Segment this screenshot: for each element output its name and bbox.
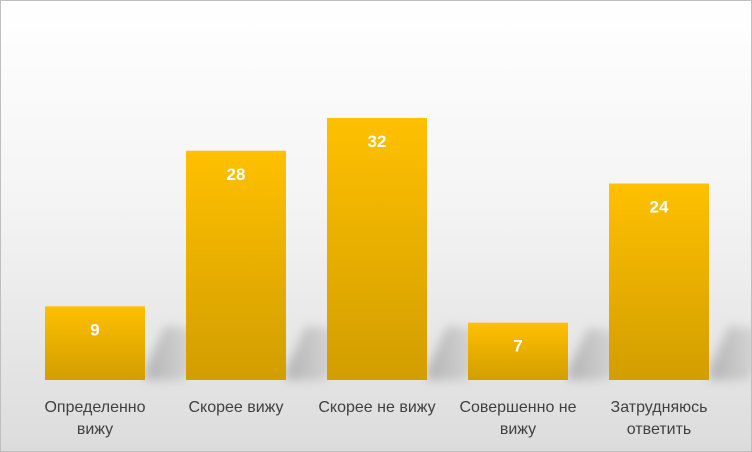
bar — [327, 118, 427, 380]
bar — [609, 183, 709, 380]
category-label: Скорее вижу — [188, 399, 283, 416]
bar — [186, 150, 286, 380]
bar — [468, 322, 568, 380]
data-label: 28 — [227, 165, 246, 184]
data-label: 9 — [90, 320, 99, 339]
data-label: 32 — [368, 132, 387, 151]
data-label: 7 — [513, 337, 522, 356]
bar-shadow — [709, 326, 751, 380]
category-label: Скорее не вижу — [318, 399, 435, 416]
bar — [45, 306, 145, 380]
category-label: Совершенно не вижу — [459, 399, 576, 438]
category-label: Определенно вижу — [44, 399, 145, 438]
data-label: 24 — [650, 198, 669, 217]
category-label: Затрудняюсь ответить — [611, 399, 708, 438]
